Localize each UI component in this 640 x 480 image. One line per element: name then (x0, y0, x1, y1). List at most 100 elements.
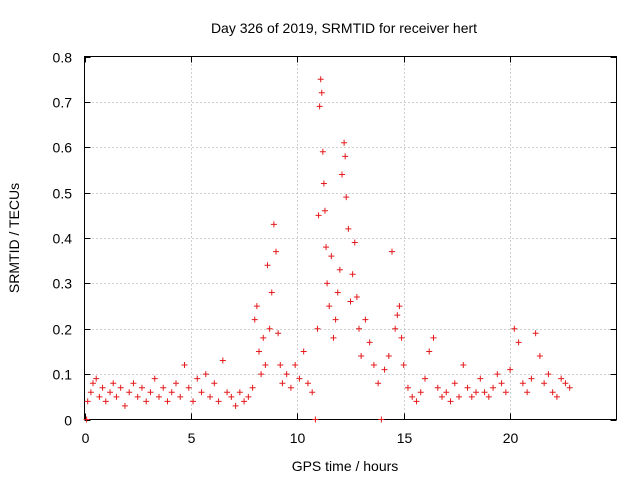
data-point (375, 380, 382, 387)
x-tick-label: 0 (82, 430, 90, 446)
y-tick-label: 0.4 (53, 231, 73, 247)
data-point (326, 303, 333, 310)
data-point (219, 357, 226, 364)
data-point (502, 389, 509, 396)
data-point (409, 393, 416, 400)
data-point (314, 325, 321, 332)
data-point (370, 362, 377, 369)
data-point (168, 389, 175, 396)
data-point (84, 398, 91, 405)
y-tick-label: 0.8 (53, 50, 73, 66)
data-point (96, 393, 103, 400)
data-point (413, 398, 420, 405)
data-point (300, 348, 307, 355)
grid-lines (84, 56, 617, 420)
data-point (398, 334, 405, 341)
data-point (319, 148, 326, 155)
data-point (155, 393, 162, 400)
data-point (460, 362, 467, 369)
data-point (485, 393, 492, 400)
data-point (481, 389, 488, 396)
data-point (394, 312, 401, 319)
data-point (190, 398, 197, 405)
data-point (181, 362, 188, 369)
data-point (130, 380, 137, 387)
data-point (349, 271, 356, 278)
data-point (343, 194, 350, 201)
data-point (317, 76, 324, 83)
data-point (110, 380, 117, 387)
data-point (456, 393, 463, 400)
data-point (417, 389, 424, 396)
data-point (351, 239, 358, 246)
y-tick-label: 0.6 (53, 140, 73, 156)
y-tick-label: 0 (64, 413, 72, 429)
chart-title: Day 326 of 2019, SRMTID for receiver her… (211, 20, 477, 36)
data-point (283, 371, 290, 378)
data-point (232, 402, 239, 409)
x-tick-label: 10 (290, 430, 306, 446)
data-point (362, 316, 369, 323)
y-tick-label: 0.5 (53, 186, 73, 202)
axis-ticks (84, 56, 617, 421)
data-point (430, 334, 437, 341)
data-point (421, 375, 428, 382)
data-point (253, 303, 260, 310)
data-point (323, 244, 330, 251)
data-point (356, 325, 363, 332)
data-point (320, 180, 327, 187)
data-point (173, 380, 180, 387)
data-point (439, 393, 446, 400)
data-point (93, 375, 100, 382)
data-point (264, 262, 271, 269)
y-tick-label: 0.3 (53, 276, 73, 292)
data-point (113, 393, 120, 400)
x-tick-label: 20 (503, 430, 519, 446)
data-point (519, 380, 526, 387)
y-tick-label: 0.2 (53, 322, 73, 338)
data-point (549, 389, 556, 396)
data-point (304, 380, 311, 387)
data-point (464, 384, 471, 391)
data-point (260, 334, 267, 341)
data-point (241, 398, 248, 405)
data-point (292, 362, 299, 369)
data-point (185, 384, 192, 391)
data-point (255, 348, 262, 355)
y-tick-label: 0.1 (53, 367, 73, 383)
data-point (447, 398, 454, 405)
data-point (117, 384, 124, 391)
data-point (147, 389, 154, 396)
data-point (198, 389, 205, 396)
data-point (90, 380, 97, 387)
data-point (490, 384, 497, 391)
data-point (498, 380, 505, 387)
data-point (321, 207, 328, 214)
data-point (400, 362, 407, 369)
data-point (404, 384, 411, 391)
data-point (316, 103, 323, 110)
data-point (268, 289, 275, 296)
data-point (324, 280, 331, 287)
y-axis-title: SRMTID / TECUs (6, 183, 22, 293)
data-point (249, 384, 256, 391)
data-point (312, 416, 319, 423)
y-axis-tick-labels: 0 0.1 0.2 0.3 0.4 0.5 0.6 0.7 0.8 (53, 50, 73, 429)
data-point (138, 384, 145, 391)
data-point (341, 139, 348, 146)
data-point (532, 330, 539, 337)
data-point (473, 389, 480, 396)
data-point (318, 89, 325, 96)
data-point (215, 398, 222, 405)
data-point (273, 248, 280, 255)
data-point (515, 339, 522, 346)
data-point (468, 393, 475, 400)
data-point (270, 221, 277, 228)
data-point (451, 380, 458, 387)
data-point (385, 352, 392, 359)
data-point (396, 303, 403, 310)
x-axis-title: GPS time / hours (292, 458, 399, 474)
data-point (262, 362, 269, 369)
data-point (309, 389, 316, 396)
